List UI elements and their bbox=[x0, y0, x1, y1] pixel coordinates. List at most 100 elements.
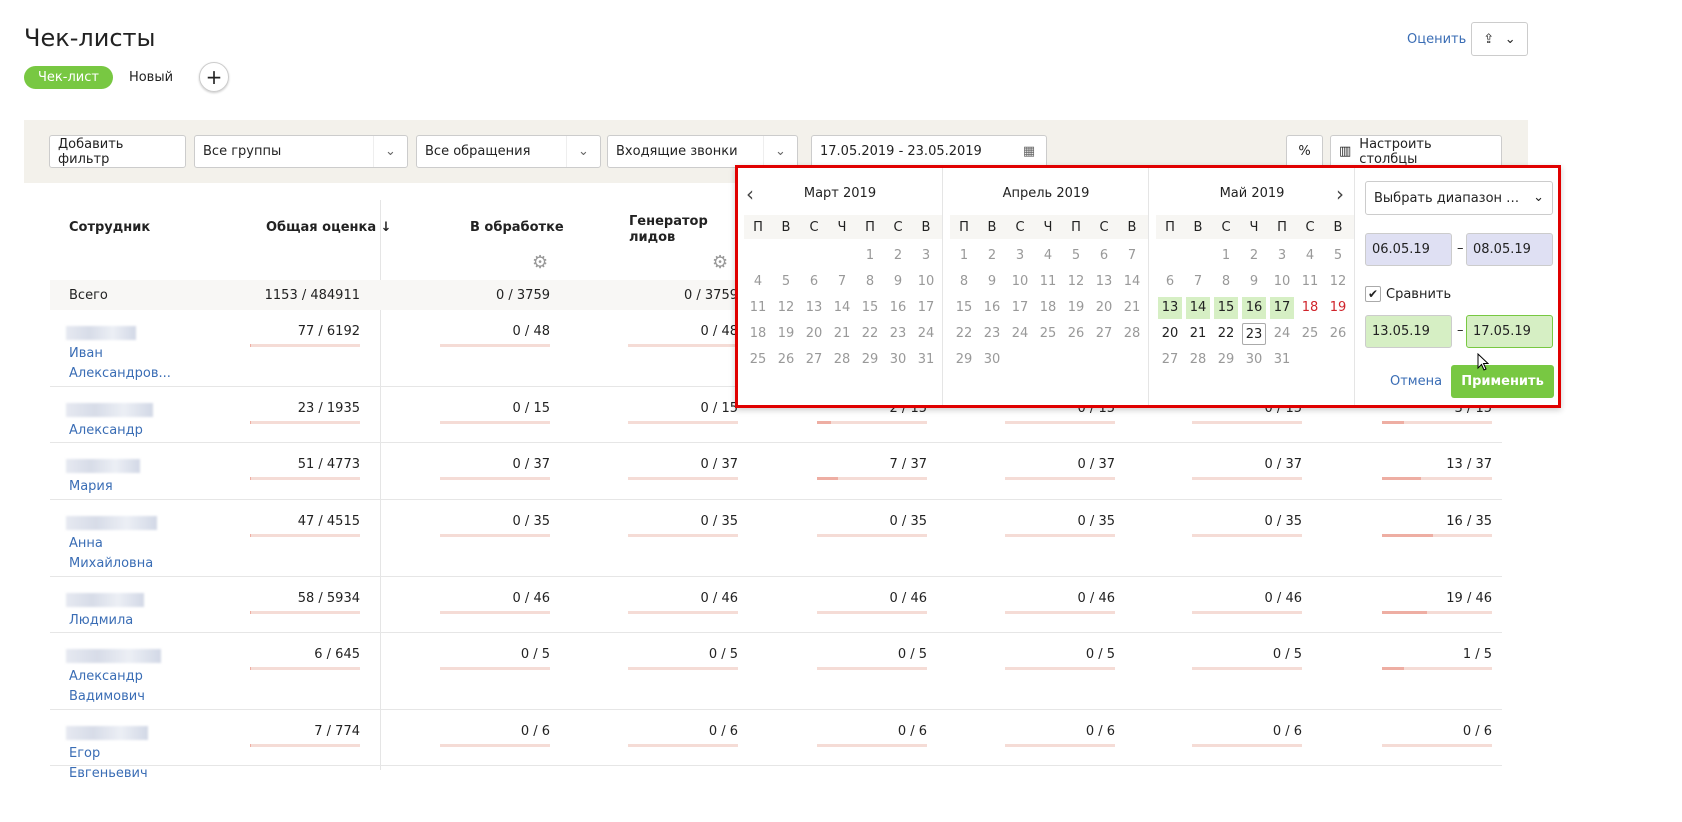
calendar-day[interactable]: 10 bbox=[1273, 274, 1291, 289]
calendar-day[interactable]: 22 bbox=[1217, 326, 1235, 341]
calendar-day[interactable]: 17 bbox=[1011, 300, 1029, 315]
score-value[interactable]: 0 / 5 bbox=[708, 647, 738, 662]
calendar-day[interactable]: 27 bbox=[1161, 352, 1179, 367]
tab-new[interactable]: Новый bbox=[128, 69, 174, 85]
score-value[interactable]: 0 / 6 bbox=[1272, 724, 1302, 739]
calendar-day[interactable]: 18 bbox=[1301, 300, 1319, 315]
calendar-day[interactable]: 12 bbox=[1067, 274, 1085, 289]
range-to-input[interactable]: 08.05.19 bbox=[1466, 233, 1553, 266]
tab-checklist[interactable]: Чек-лист bbox=[24, 65, 113, 89]
calendar-day[interactable]: 24 bbox=[1011, 326, 1029, 341]
calendar-day[interactable]: 29 bbox=[861, 352, 879, 367]
calendar-day[interactable]: 16 bbox=[1242, 297, 1266, 319]
calendar-day[interactable]: 23 bbox=[1242, 323, 1266, 345]
calendar-day[interactable]: 6 bbox=[1165, 274, 1175, 289]
calendar-day[interactable]: 4 bbox=[1043, 248, 1053, 263]
calendar-day[interactable]: 23 bbox=[983, 326, 1001, 341]
score-value[interactable]: 0 / 35 bbox=[1077, 514, 1115, 529]
gear-icon[interactable]: ⚙ bbox=[532, 252, 549, 273]
header-total-score[interactable]: Общая оценка ↓ bbox=[266, 220, 392, 235]
cancel-button[interactable]: Отмена bbox=[1390, 374, 1443, 389]
score-value[interactable]: 51 / 4773 bbox=[297, 457, 360, 472]
calendar-day[interactable]: 21 bbox=[1189, 326, 1207, 341]
calendar-day[interactable]: 13 bbox=[1158, 297, 1182, 319]
calls-select[interactable]: Входящие звонки ⌄ bbox=[607, 135, 798, 168]
score-value[interactable]: 0 / 5 bbox=[1085, 647, 1115, 662]
calendar-day[interactable]: 8 bbox=[865, 274, 875, 289]
calendar-day[interactable]: 28 bbox=[1123, 326, 1141, 341]
header-in-processing[interactable]: В обработке bbox=[470, 220, 564, 235]
export-button[interactable]: ⇪ ⌄ bbox=[1471, 22, 1528, 56]
score-value[interactable]: 0 / 35 bbox=[889, 514, 927, 529]
chevron-right-icon[interactable]: › bbox=[1336, 182, 1344, 206]
score-value[interactable]: 19 / 46 bbox=[1446, 591, 1492, 606]
add-tab-button[interactable]: + bbox=[199, 62, 230, 92]
calendar-day[interactable]: 12 bbox=[1329, 274, 1347, 289]
configure-columns-button[interactable]: ▥ Настроить столбцы bbox=[1330, 135, 1502, 168]
score-value[interactable]: 0 / 6 bbox=[1462, 724, 1492, 739]
score-value[interactable]: 0 / 35 bbox=[700, 514, 738, 529]
calendar-day[interactable]: 19 bbox=[1067, 300, 1085, 315]
score-value[interactable]: 0 / 15 bbox=[512, 401, 550, 416]
range-from-input[interactable]: 06.05.19 bbox=[1365, 233, 1452, 266]
calendar-day[interactable]: 14 bbox=[1123, 274, 1141, 289]
calendar-day[interactable]: 2 bbox=[1249, 248, 1259, 263]
calendar-day[interactable]: 12 bbox=[777, 300, 795, 315]
calendar-day[interactable]: 7 bbox=[1127, 248, 1137, 263]
calendar-day[interactable]: 8 bbox=[1221, 274, 1231, 289]
score-value[interactable]: 0 / 35 bbox=[1264, 514, 1302, 529]
date-range-input[interactable]: 17.05.2019 - 23.05.2019 ▦ bbox=[811, 135, 1047, 168]
calendar-day[interactable]: 24 bbox=[917, 326, 935, 341]
calendar-day[interactable]: 10 bbox=[917, 274, 935, 289]
header-lead-generator[interactable]: Генератор лидов bbox=[629, 214, 708, 245]
score-value[interactable]: 0 / 5 bbox=[897, 647, 927, 662]
calendar-day[interactable]: 20 bbox=[805, 326, 823, 341]
calendar-day[interactable]: 10 bbox=[1011, 274, 1029, 289]
calendar-day[interactable]: 15 bbox=[955, 300, 973, 315]
calendar-day[interactable]: 11 bbox=[1301, 274, 1319, 289]
calendar-day[interactable]: 25 bbox=[1301, 326, 1319, 341]
calendar-day[interactable]: 30 bbox=[1245, 352, 1263, 367]
calendar-day[interactable]: 23 bbox=[889, 326, 907, 341]
compare-from-input[interactable]: 13.05.19 bbox=[1365, 315, 1452, 348]
score-value[interactable]: 0 / 6 bbox=[520, 724, 550, 739]
header-employee[interactable]: Сотрудник bbox=[69, 220, 151, 235]
score-value[interactable]: 0 / 46 bbox=[700, 591, 738, 606]
calendar-day[interactable]: 14 bbox=[1186, 297, 1210, 319]
calendar-day[interactable]: 7 bbox=[1193, 274, 1203, 289]
score-value[interactable]: 0 / 46 bbox=[889, 591, 927, 606]
calendar-day[interactable]: 7 bbox=[837, 274, 847, 289]
calendar-day[interactable]: 31 bbox=[917, 352, 935, 367]
calendar-day[interactable]: 25 bbox=[749, 352, 767, 367]
calendar-day[interactable]: 31 bbox=[1273, 352, 1291, 367]
calendar-day[interactable]: 11 bbox=[749, 300, 767, 315]
calendar-day[interactable]: 6 bbox=[1099, 248, 1109, 263]
calendar-day[interactable]: 26 bbox=[1329, 326, 1347, 341]
score-value[interactable]: 0 / 35 bbox=[512, 514, 550, 529]
calendar-day[interactable]: 9 bbox=[987, 274, 997, 289]
rate-link[interactable]: Оценить bbox=[1407, 32, 1467, 47]
score-value[interactable]: 7 / 37 bbox=[889, 457, 927, 472]
calendar-day[interactable]: 3 bbox=[921, 248, 931, 263]
calendar-day[interactable]: 9 bbox=[893, 274, 903, 289]
score-value[interactable]: 0 / 6 bbox=[708, 724, 738, 739]
percent-toggle[interactable]: % bbox=[1286, 135, 1323, 168]
calendar-day[interactable]: 9 bbox=[1249, 274, 1259, 289]
calendar-day[interactable]: 20 bbox=[1095, 300, 1113, 315]
calendar-day[interactable]: 30 bbox=[983, 352, 1001, 367]
calendar-day[interactable]: 19 bbox=[1329, 300, 1347, 315]
chevron-left-icon[interactable]: ‹ bbox=[746, 182, 754, 206]
calendar-day[interactable]: 29 bbox=[955, 352, 973, 367]
employee-name-link[interactable]: Егор Евгеньевич bbox=[69, 746, 148, 781]
calendar-day[interactable]: 15 bbox=[861, 300, 879, 315]
calendar-day[interactable]: 30 bbox=[889, 352, 907, 367]
calendar-day[interactable]: 16 bbox=[889, 300, 907, 315]
calendar-day[interactable]: 5 bbox=[1333, 248, 1343, 263]
score-value[interactable]: 0 / 46 bbox=[1077, 591, 1115, 606]
score-value[interactable]: 0 / 37 bbox=[700, 457, 738, 472]
score-value[interactable]: 0 / 46 bbox=[512, 591, 550, 606]
calendar-day[interactable]: 11 bbox=[1039, 274, 1057, 289]
calendar-day[interactable]: 4 bbox=[753, 274, 763, 289]
calendar-day[interactable]: 1 bbox=[959, 248, 969, 263]
score-value[interactable]: 0 / 6 bbox=[897, 724, 927, 739]
